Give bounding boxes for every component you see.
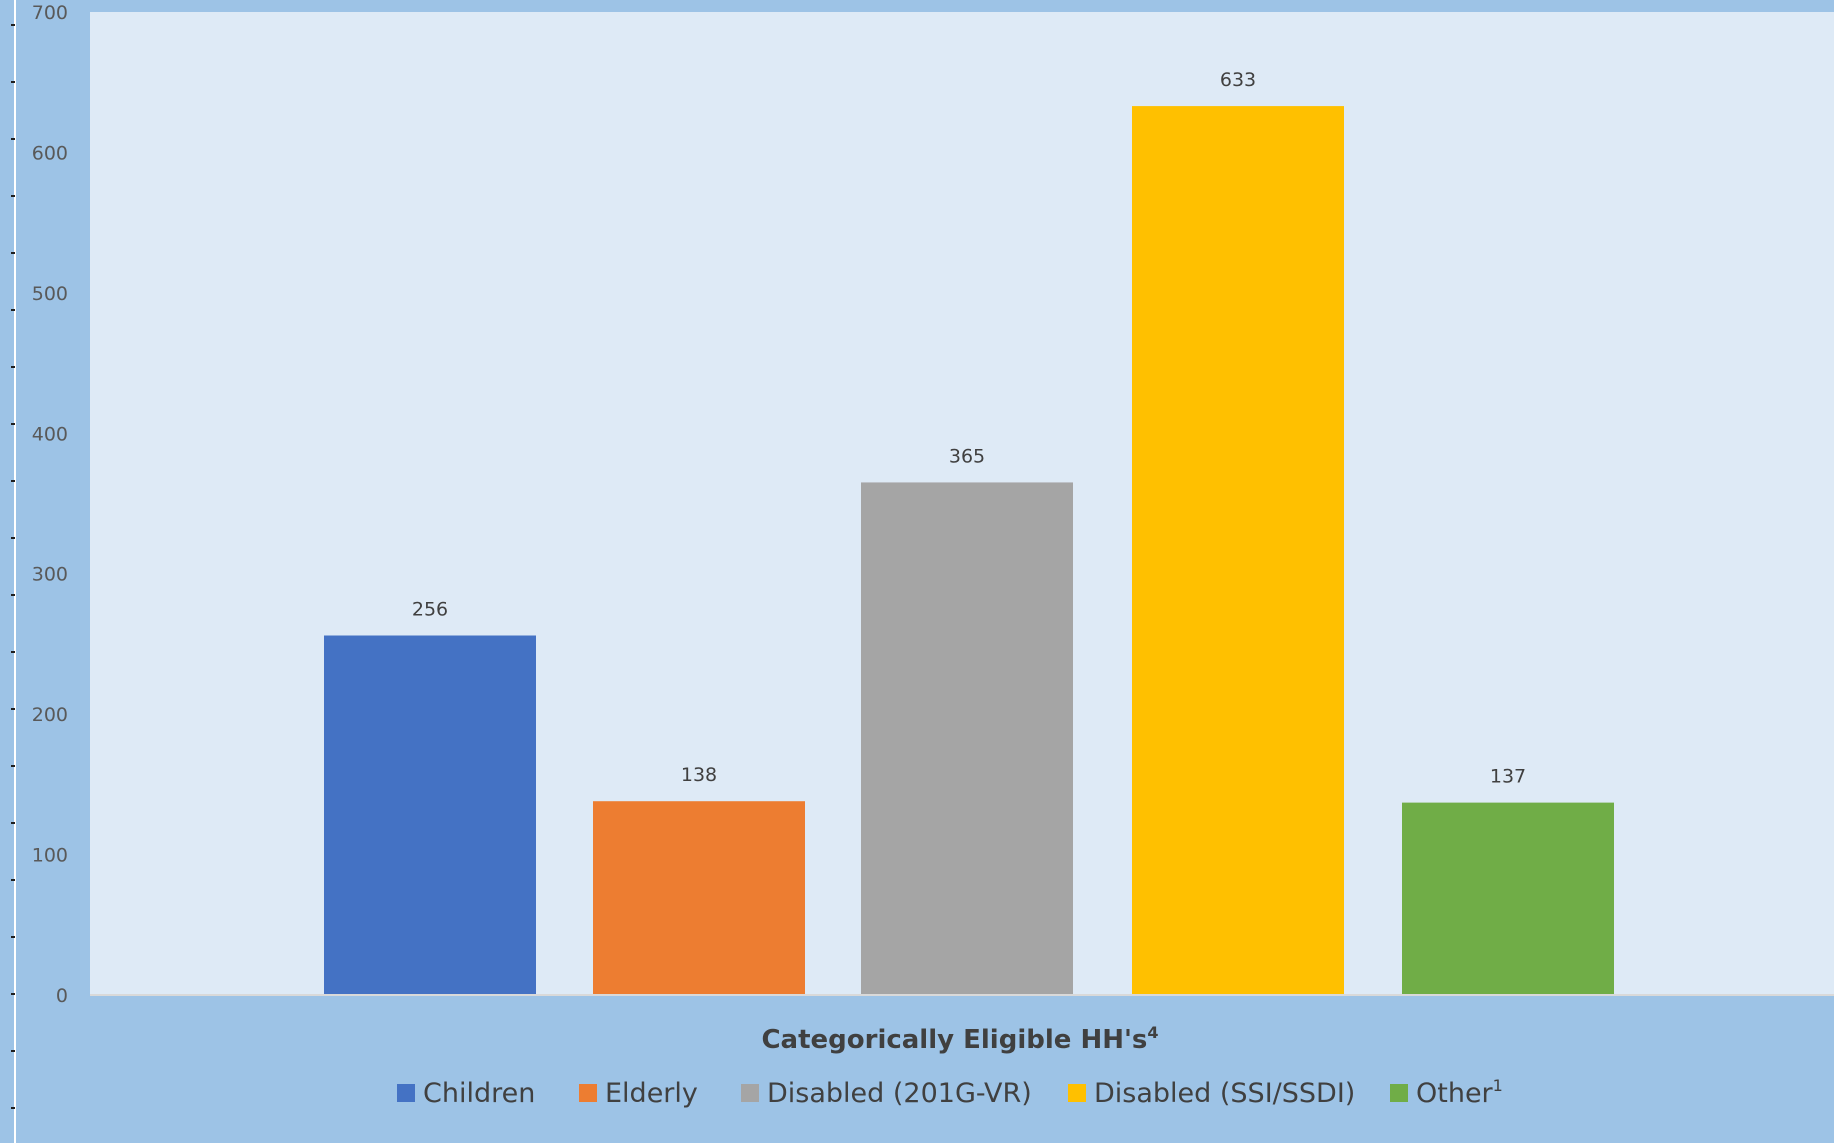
- x-axis-title-text: Categorically Eligible HH's: [761, 1025, 1147, 1055]
- legend-swatch: [579, 1084, 597, 1102]
- legend-swatch: [741, 1084, 759, 1102]
- data-label: 365: [949, 445, 985, 467]
- legend: Children Elderly Disabled (201G-VR) Disable…: [397, 1076, 1503, 1109]
- bar-other: [1402, 802, 1614, 995]
- y-tick-label: 400: [32, 423, 68, 445]
- legend-swatch: [397, 1084, 415, 1102]
- y-tick-label: 300: [32, 564, 68, 586]
- legend-item-disabled-ssi-ssdi: Disabled (SSI/SSDI): [1068, 1078, 1355, 1109]
- legend-label-superscript: 1: [1493, 1076, 1503, 1095]
- legend-item-other: Other1: [1390, 1076, 1503, 1109]
- legend-item-elderly: Elderly: [579, 1078, 698, 1109]
- legend-item-children: Children: [397, 1078, 535, 1109]
- bars: [324, 106, 1614, 996]
- legend-swatch: [1390, 1084, 1408, 1102]
- y-tick-label: 700: [32, 2, 68, 24]
- x-axis-title-superscript: 4: [1147, 1023, 1158, 1042]
- legend-label: Elderly: [605, 1078, 698, 1109]
- y-axis: 0 100 200 300 400 500 600 700: [11, 2, 68, 1109]
- data-labels: 256 138 365 633 137: [412, 69, 1526, 788]
- bar-disabled-201g-vr: [861, 482, 1073, 996]
- legend-item-disabled-201g-vr: Disabled (201G-VR): [741, 1078, 1032, 1109]
- legend-label: Other1: [1416, 1076, 1503, 1109]
- legend-label: Disabled (201G-VR): [767, 1078, 1032, 1109]
- y-tick-label: 600: [32, 142, 68, 164]
- y-tick-label: 200: [32, 704, 68, 726]
- y-tick-label: 0: [56, 985, 68, 1007]
- y-tick-label: 100: [32, 845, 68, 867]
- legend-swatch: [1068, 1084, 1086, 1102]
- legend-label: Children: [423, 1078, 535, 1109]
- bar-elderly: [593, 801, 805, 995]
- data-label: 138: [681, 764, 717, 786]
- y-tick-label: 500: [32, 283, 68, 305]
- legend-label: Disabled (SSI/SSDI): [1094, 1078, 1355, 1109]
- bar-children: [324, 635, 536, 995]
- x-axis-title: Categorically Eligible HH's4: [761, 1023, 1158, 1055]
- bar-disabled-ssi-ssdi: [1132, 106, 1344, 995]
- data-label: 633: [1220, 69, 1256, 91]
- data-label: 256: [412, 599, 448, 621]
- data-label: 137: [1490, 766, 1526, 788]
